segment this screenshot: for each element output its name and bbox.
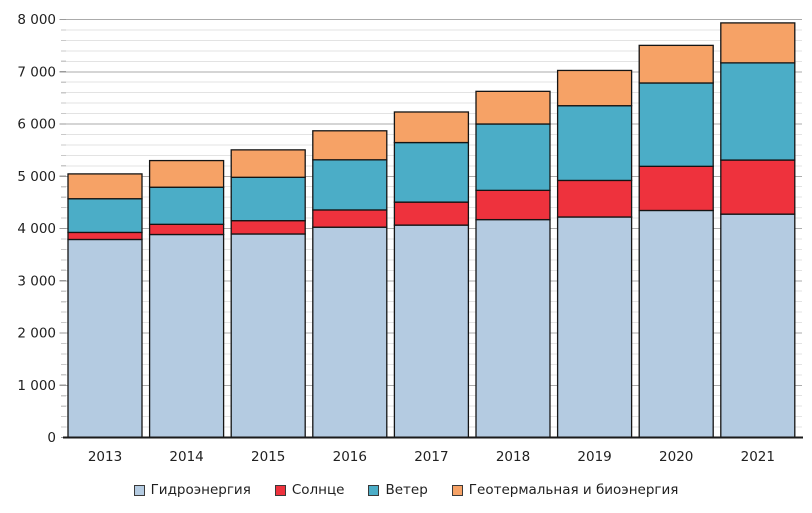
y-axis-label: 2 000 [17, 326, 56, 342]
y-axis-label: 0 [47, 430, 56, 446]
legend-label: Геотермальная и биоэнергия [468, 482, 679, 498]
x-axis-label: 2015 [251, 449, 285, 465]
x-axis-label: 2017 [414, 449, 448, 465]
bar-segment-2021[interactable] [720, 62, 796, 161]
y-axis-label: 3 000 [17, 273, 56, 289]
legend-swatch-icon [133, 484, 145, 496]
bar-segment-2013[interactable] [67, 231, 143, 241]
bar-segment-2020[interactable] [638, 209, 714, 439]
bar-segment-2013[interactable] [67, 198, 143, 234]
legend-item[interactable]: Геотермальная и биоэнергия [451, 482, 679, 498]
x-axis-label: 2020 [659, 449, 693, 465]
bar-segment-2016[interactable] [312, 130, 388, 161]
bar-segment-2016[interactable] [312, 226, 388, 439]
x-axis-label: 2014 [169, 449, 203, 465]
y-axis-label: 6 000 [17, 117, 56, 133]
bar-segment-2019[interactable] [556, 179, 633, 218]
bar-segment-2014[interactable] [148, 233, 225, 439]
legend-label: Ветер [385, 482, 428, 498]
legend-item[interactable]: Ветер [368, 482, 428, 498]
bar-segment-2015[interactable] [230, 176, 306, 222]
x-axis-label: 2013 [88, 449, 122, 465]
bar-segment-2021[interactable] [720, 213, 796, 439]
bar-segment-2020[interactable] [638, 165, 714, 212]
y-axis-label: 7 000 [17, 64, 56, 80]
bar-segment-2014[interactable] [148, 186, 225, 225]
bar-segment-2017[interactable] [393, 111, 470, 144]
bar-segment-2015[interactable] [230, 149, 306, 178]
legend-swatch-icon [451, 484, 463, 496]
bar-segment-2018[interactable] [475, 90, 551, 125]
bar-segment-2015[interactable] [230, 220, 306, 235]
bar-segment-2014[interactable] [148, 223, 225, 236]
x-axis-label: 2019 [577, 449, 611, 465]
bar-segment-2017[interactable] [393, 141, 470, 203]
y-axis-label: 1 000 [17, 378, 56, 394]
legend-item[interactable]: Гидроэнергия [133, 482, 251, 498]
y-axis-label: 5 000 [17, 169, 56, 185]
bar-segment-2014[interactable] [148, 159, 225, 188]
bar-segment-2015[interactable] [230, 233, 306, 439]
legend-label: Солнце [291, 482, 345, 498]
legend-item[interactable]: Солнце [274, 482, 345, 498]
bar-segment-2019[interactable] [556, 105, 633, 182]
bar-segment-2019[interactable] [556, 216, 633, 439]
bar-segment-2020[interactable] [638, 44, 714, 84]
x-axis-label: 2016 [333, 449, 367, 465]
bar-segment-2019[interactable] [556, 69, 633, 107]
bar-segment-2013[interactable] [67, 238, 143, 439]
bar-segment-2021[interactable] [720, 22, 796, 64]
bar-segment-2018[interactable] [475, 218, 551, 439]
bar-segment-2020[interactable] [638, 82, 714, 167]
legend-swatch-icon [274, 484, 286, 496]
bar-segment-2018[interactable] [475, 189, 551, 221]
y-axis-label: 4 000 [17, 221, 56, 237]
x-axis-label: 2021 [741, 449, 775, 465]
bar-segment-2016[interactable] [312, 159, 388, 211]
bar-segment-2013[interactable] [67, 173, 143, 200]
bar-segment-2017[interactable] [393, 201, 470, 226]
legend-swatch-icon [368, 484, 380, 496]
bar-segment-2016[interactable] [312, 209, 388, 228]
chart-legend: Гидроэнергия Солнце Ветер Геотермальная и б… [0, 482, 812, 498]
x-axis-label: 2018 [496, 449, 530, 465]
bar-segment-2017[interactable] [393, 224, 470, 439]
bar-segment-2021[interactable] [720, 159, 796, 215]
y-axis-label: 8 000 [17, 12, 56, 28]
legend-label: Гидроэнергия [150, 482, 251, 498]
bar-segment-2018[interactable] [475, 123, 551, 192]
